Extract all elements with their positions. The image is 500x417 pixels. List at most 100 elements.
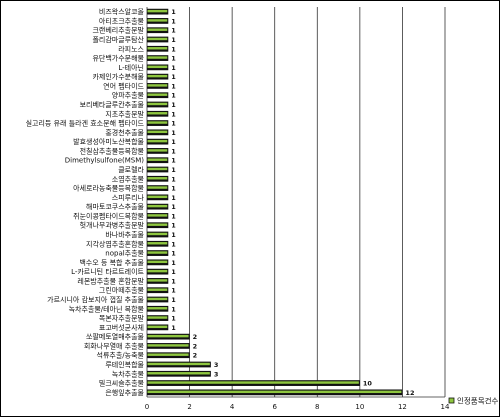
category-label: 밀크씨슬추출물 [99, 379, 145, 388]
bar-highlight [147, 214, 168, 217]
category-label: 홍경천추출물 [105, 128, 144, 137]
bar-highlight [147, 102, 168, 106]
bar-highlight [147, 195, 168, 199]
category-label: 쥐눈이콩펩타이드복합물 [73, 211, 144, 220]
bar-highlight [147, 93, 168, 96]
bar-highlight [147, 353, 189, 356]
category-label: 헛개나무과병추출분말 [80, 221, 145, 230]
data-label: 1 [171, 92, 176, 100]
data-label: 2 [193, 333, 198, 341]
category-label: 소엽추출물 [112, 174, 145, 183]
category-label: 녹차추출물/테아닌 복합물 [69, 304, 145, 313]
data-label: 1 [171, 240, 176, 248]
data-label: 1 [171, 17, 176, 25]
bar-highlight [147, 381, 359, 384]
category-label: 양파추출물 [112, 91, 145, 100]
bar-highlight [147, 344, 189, 347]
bar-highlight [147, 121, 168, 124]
category-label: nopal추출물 [105, 249, 144, 258]
bar-highlight [147, 9, 168, 13]
data-label: 1 [171, 203, 176, 211]
data-label: 12 [405, 389, 414, 397]
bar-highlight [147, 223, 168, 226]
category-label: 크랜베리추출분말 [92, 26, 144, 35]
bar-highlight [147, 204, 168, 208]
bar-highlight [147, 149, 168, 152]
category-label: 석류추출/농축물 [97, 351, 145, 360]
data-label: 1 [171, 73, 176, 81]
category-label: 전칠삼추출물등복합물 [80, 146, 145, 155]
bar-highlight [147, 372, 210, 375]
x-tick-label: 2 [187, 403, 191, 411]
data-label: 3 [214, 361, 219, 369]
legend: 인정품목건수 [448, 396, 498, 406]
category-label: 회화나무열매 추출물 [84, 341, 145, 350]
bar-highlight [147, 251, 168, 254]
x-tick-label: 12 [398, 403, 407, 411]
data-label: 1 [171, 250, 176, 258]
x-tick-label: 0 [145, 403, 149, 411]
bar-highlight [147, 390, 402, 394]
bar-highlight [147, 242, 168, 245]
data-label: 1 [171, 166, 176, 174]
category-label: 표고버섯균사체 [99, 323, 144, 332]
bar-highlight [147, 167, 168, 171]
data-label: 1 [171, 45, 176, 53]
data-label: 1 [171, 231, 176, 239]
data-label: 1 [171, 194, 176, 202]
data-label: 1 [171, 212, 176, 220]
bar-highlight [147, 139, 168, 143]
bar-highlight [147, 334, 189, 338]
category-label: 은행잎추출물 [105, 388, 144, 397]
category-label: 루테인복합물 [105, 360, 144, 369]
data-label: 1 [171, 222, 176, 230]
category-label: 실고리등 유래 틀라겐 효소분해 펩타이드 [26, 119, 145, 128]
data-label: 1 [171, 324, 176, 332]
category-label: 그린마떼추출물 [99, 286, 145, 295]
data-label: 1 [171, 138, 176, 146]
category-label: 카제인가수분해물 [92, 72, 144, 81]
data-labels: 1111111111111111111111111111111111122233… [171, 8, 414, 397]
data-label: 1 [171, 27, 176, 35]
legend-swatch [448, 397, 455, 404]
data-label: 1 [171, 305, 176, 313]
data-label: 1 [171, 110, 176, 118]
data-label: 1 [171, 268, 176, 276]
data-label: 1 [171, 64, 176, 72]
bar-highlight [147, 84, 168, 87]
data-label: 1 [171, 157, 176, 165]
grid-lines [146, 7, 446, 398]
data-label: 1 [171, 101, 176, 109]
category-label: 지각상엽추출혼합물 [86, 239, 145, 248]
x-tick-label: 4 [230, 403, 235, 411]
bar-highlight [147, 325, 168, 329]
data-label: 3 [214, 370, 219, 378]
bar-highlight [147, 186, 168, 189]
bar-highlight [147, 316, 168, 319]
data-label: 10 [363, 380, 373, 388]
category-label: 발효생성아미노산복합물 [73, 137, 144, 146]
category-label: 백수오 등 복합 추출물 [79, 258, 144, 267]
data-label: 2 [193, 352, 198, 360]
bar-highlight [147, 297, 168, 301]
data-label: 1 [171, 185, 176, 193]
bar-highlight [147, 19, 168, 22]
category-label: 아티초크추출물 [99, 16, 145, 25]
data-label: 2 [193, 342, 198, 350]
bar-highlight [147, 177, 168, 180]
category-label: 비즈왁스알코올 [99, 7, 145, 16]
category-label: 아세로라농축물등복합물 [73, 184, 144, 193]
data-label: 1 [171, 129, 176, 137]
category-label: 바나바추출물 [105, 230, 144, 239]
category-label: 목본자추출분말 [99, 314, 145, 323]
category-label: 레몬밤추출물 혼합분말 [77, 276, 144, 285]
bar-highlight [147, 158, 168, 161]
category-label: 쏘팔메토열매추출물 [86, 332, 145, 341]
category-label: L-테아닌 [118, 63, 144, 72]
data-label: 1 [171, 120, 176, 128]
data-label: 1 [171, 175, 176, 183]
x-tick-label: 6 [272, 403, 277, 411]
bar-highlight [147, 362, 210, 366]
